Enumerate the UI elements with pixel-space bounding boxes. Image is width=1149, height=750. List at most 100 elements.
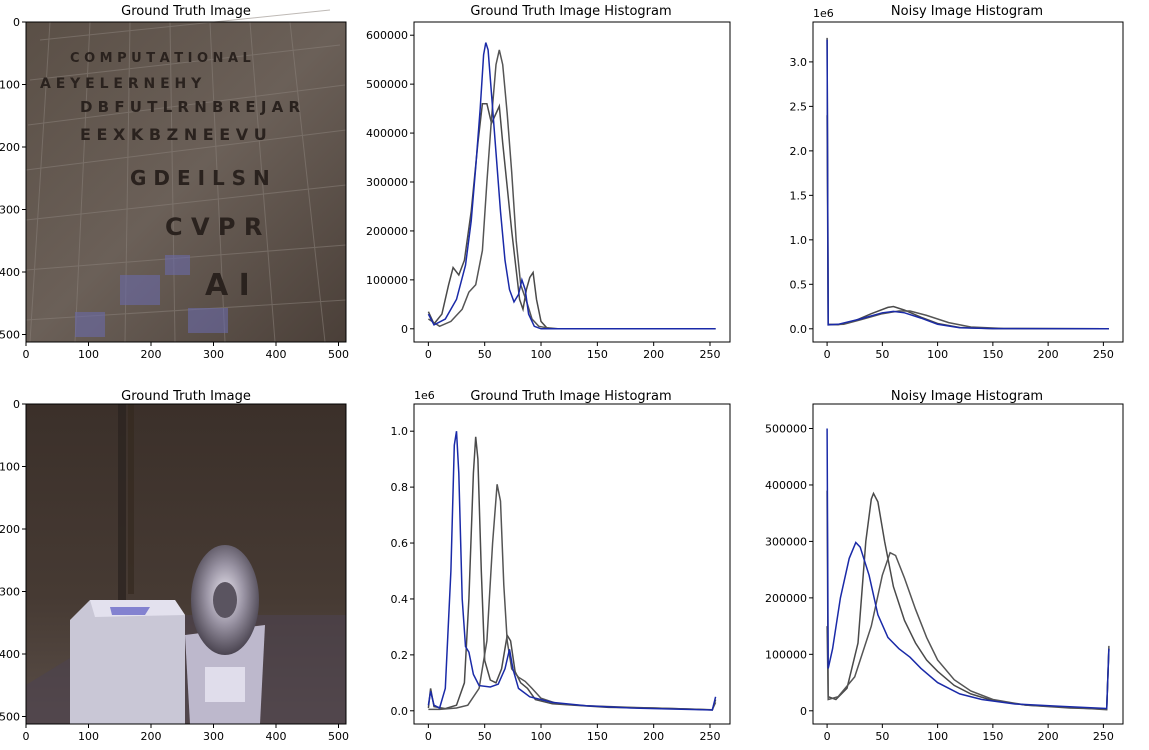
axes-frame xyxy=(25,21,347,343)
scrabble-board-photo xyxy=(26,22,346,342)
x-tick-label: 300 xyxy=(203,730,224,743)
y-tick-label: 100 xyxy=(0,461,20,474)
x-tick-label: 250 xyxy=(1093,730,1114,743)
x-tick-label: 0 xyxy=(23,348,30,361)
glass-egg-on-holder xyxy=(185,545,265,724)
panel-title: Ground Truth Image Histogram xyxy=(470,389,672,404)
panel-hist-gt-1: Ground Truth Image Histogram 0 50 100 150 20… xyxy=(366,0,766,370)
x-tick-label: 400 xyxy=(266,730,287,743)
y-tick-label: 300 xyxy=(0,586,20,599)
panel-hist-noisy-2: Noisy Image Histogram 0 50 100 150 200 250 0 10… xyxy=(765,385,1149,750)
axes-frame xyxy=(25,403,347,725)
y-tick-label: 1.0 xyxy=(391,425,409,438)
panel-hist-gt-2: Ground Truth Image Histogram 0 50 100 150 20… xyxy=(383,385,766,750)
x-tick-label: 100 xyxy=(927,730,948,743)
y-tick-label: 0 xyxy=(800,705,807,718)
x-tick-label: 200 xyxy=(141,730,162,743)
x-tick-label: 50 xyxy=(875,348,889,361)
x-tick-label: 0 xyxy=(824,348,831,361)
plot-area xyxy=(413,403,731,725)
svg-text:G D E I L S N: G D E I L S N xyxy=(130,166,270,190)
y-tick-label: 300000 xyxy=(765,535,807,548)
panel-title: Noisy Image Histogram xyxy=(890,389,1044,404)
x-tick-label: 500 xyxy=(328,348,349,361)
y-offset-label: 1e6 xyxy=(813,7,834,20)
panel-title: Noisy Image Histogram xyxy=(890,4,1044,19)
y-tick-label: 500000 xyxy=(366,78,408,91)
x-tick-label: 400 xyxy=(266,348,287,361)
series-line-g xyxy=(826,115,1109,330)
y-tick-label: 1.5 xyxy=(790,189,808,202)
x-tick-label: 500 xyxy=(328,730,349,743)
y-tick-label: 100000 xyxy=(765,648,807,661)
x-tick-label: 250 xyxy=(1093,348,1114,361)
y-tick-label: 200 xyxy=(0,141,20,154)
premium-squares xyxy=(75,255,228,337)
plot-area xyxy=(413,21,731,343)
y-tick-label: 100 xyxy=(0,79,20,92)
series-line-g xyxy=(427,49,716,330)
x-tick-label: 100 xyxy=(531,730,552,743)
x-tick-label: 250 xyxy=(700,730,721,743)
x-tick-label: 50 xyxy=(875,730,889,743)
histogram-chart: 0 50 100 150 200 250 0.0 0.5 1.0 1.5 2.0 2.5 3.0 1e6 xyxy=(790,7,1124,361)
histogram-chart: 0 50 100 150 200 250 0 100000 200000 300000 400000… xyxy=(765,403,1124,743)
background-pole xyxy=(118,404,126,614)
x-tick-label: 100 xyxy=(78,348,99,361)
y-tick-label: 0.0 xyxy=(391,705,409,718)
svg-text:E E X K B Z N E E V U: E E X K B Z N E E V U xyxy=(80,125,267,144)
y-tick-label: 300 xyxy=(0,204,20,217)
x-tick-label: 200 xyxy=(141,348,162,361)
y-tick-label: 0.8 xyxy=(391,481,409,494)
histogram-chart: 0 50 100 150 200 250 0.0 0.2 0.4 0.6 0.8 1.0 1e6 xyxy=(391,389,731,743)
y-tick-label: 2.5 xyxy=(790,100,808,113)
y-tick-label: 400 xyxy=(0,648,20,661)
y-tick-label: 400 xyxy=(0,266,20,279)
series-line-b xyxy=(427,42,716,330)
x-tick-label: 50 xyxy=(478,730,492,743)
series-line-b xyxy=(826,39,1109,330)
x-tick-label: 50 xyxy=(478,348,492,361)
y-tick-label: 200 xyxy=(0,523,20,536)
scrabble-tiles: C O M P U T A T I O N A L A E Y E L E R … xyxy=(40,51,301,303)
panel-title: Ground Truth Image xyxy=(121,4,251,19)
y-tick-label: 0 xyxy=(13,16,20,29)
y-tick-label: 400000 xyxy=(366,127,408,140)
y-tick-label: 200000 xyxy=(765,592,807,605)
y-tick-label: 3.0 xyxy=(790,56,808,69)
y-offset-label: 1e6 xyxy=(414,389,435,402)
x-tick-label: 150 xyxy=(587,348,608,361)
x-tick-label: 200 xyxy=(643,348,664,361)
series-line-b xyxy=(826,428,1110,710)
svg-text:A E Y E L E R N E H Y: A E Y E L E R N E H Y xyxy=(40,76,202,92)
x-tick-label: 300 xyxy=(203,348,224,361)
plot-area xyxy=(812,21,1124,343)
y-tick-label: 0.5 xyxy=(790,278,808,291)
histogram-chart: 0 50 100 150 200 250 0 100000 200000 300000 400000… xyxy=(366,21,731,361)
y-tick-label: 600000 xyxy=(366,29,408,42)
panel-scrabble-image: Ground Truth Image C O M P U T A T I O N… xyxy=(0,0,383,370)
x-tick-label: 0 xyxy=(425,348,432,361)
y-tick-label: 0.2 xyxy=(391,649,409,662)
x-tick-label: 250 xyxy=(700,348,721,361)
x-tick-label: 100 xyxy=(78,730,99,743)
panel-title: Ground Truth Image Histogram xyxy=(470,4,672,19)
image-axes: C O M P U T A T I O N A L A E Y E L E R … xyxy=(0,9,349,361)
y-tick-label: 400000 xyxy=(765,479,807,492)
x-tick-label: 200 xyxy=(1038,348,1059,361)
y-tick-label: 300000 xyxy=(366,176,408,189)
svg-text:A I: A I xyxy=(205,268,250,303)
x-tick-label: 100 xyxy=(927,348,948,361)
x-tick-label: 0 xyxy=(824,730,831,743)
y-tick-label: 200000 xyxy=(366,225,408,238)
y-tick-label: 500 xyxy=(0,329,20,342)
series-line-r xyxy=(427,102,716,330)
y-tick-label: 0 xyxy=(401,323,408,336)
x-tick-label: 150 xyxy=(982,730,1003,743)
y-tick-label: 0.6 xyxy=(391,537,409,550)
panel-hist-noisy-1: Noisy Image Histogram 0 50 100 150 200 250 0.0… xyxy=(766,0,1149,370)
board-grid xyxy=(25,9,347,343)
